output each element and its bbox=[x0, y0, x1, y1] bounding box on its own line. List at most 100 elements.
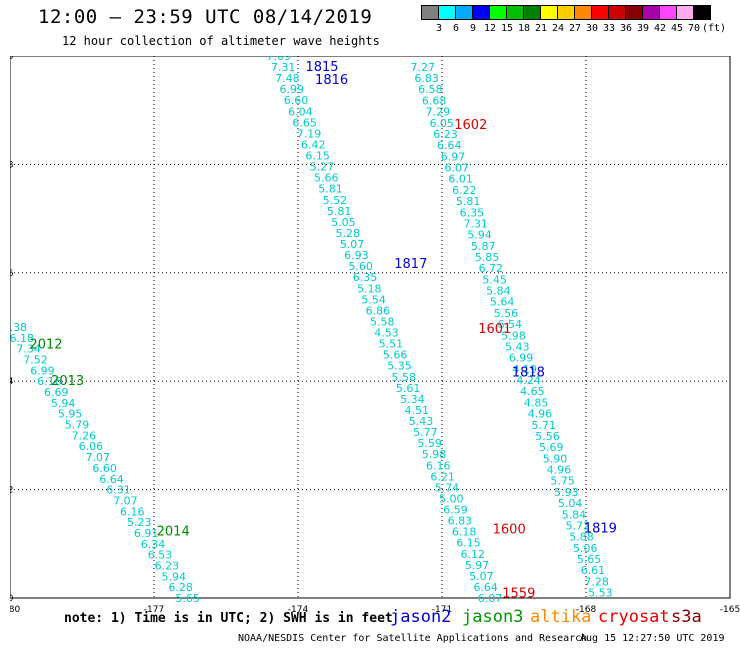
scale-label: 36 bbox=[619, 23, 633, 34]
lat-tick-label: 36 bbox=[10, 269, 14, 279]
wave-height-value: 5.75 bbox=[550, 475, 575, 488]
wave-height-value: 5.85 bbox=[475, 251, 500, 264]
wave-height-value: 6.28 bbox=[168, 581, 193, 594]
wave-height-value: 6.97 bbox=[441, 150, 466, 163]
wave-height-value: 6.18 bbox=[10, 332, 34, 345]
wave-height-value: 5.90 bbox=[543, 452, 568, 465]
wave-height-value: 5.94 bbox=[467, 229, 492, 242]
scale-label: 9 bbox=[469, 23, 477, 34]
scale-label: 3 bbox=[435, 23, 443, 34]
scale-swatch bbox=[591, 5, 609, 20]
scale-swatch bbox=[472, 5, 490, 20]
wave-height-value: 5.87 bbox=[471, 240, 496, 253]
wave-height-value: 5.04 bbox=[558, 497, 583, 510]
pass-time-label: 1817 bbox=[394, 257, 427, 272]
wave-height-map: -180 -177 -174 -171 -168 -165 30 32 34 36 38 40 7.09… bbox=[10, 56, 740, 615]
pass-time-label: 2014 bbox=[157, 524, 190, 539]
wave-height-value: 5.45 bbox=[482, 273, 507, 286]
wave-height-value: 6.61 bbox=[581, 564, 606, 577]
wave-height-value: 7.26 bbox=[72, 429, 97, 442]
pass-time-label: 1601 bbox=[478, 322, 511, 337]
scale-label: 18 bbox=[517, 23, 531, 34]
scale-swatch bbox=[421, 5, 439, 20]
wave-height-value: 5.58 bbox=[392, 371, 417, 384]
wave-height-value: 6.04 bbox=[288, 105, 313, 118]
wave-height-value: 6.01 bbox=[448, 173, 473, 186]
wave-height-value: 5.74 bbox=[435, 481, 460, 494]
scale-swatch bbox=[693, 5, 711, 20]
satellite-cryosat: cryosat bbox=[598, 607, 670, 627]
wave-height-value: 5.94 bbox=[51, 397, 76, 410]
wave-height-value: 4.65 bbox=[520, 385, 545, 398]
wave-height-value: 6.83 bbox=[414, 72, 439, 85]
wave-height-value: 6.72 bbox=[479, 262, 504, 275]
wave-height-value: 6.35 bbox=[460, 206, 485, 219]
scale-swatch bbox=[642, 5, 660, 20]
wave-height-value: 5.93 bbox=[554, 486, 579, 499]
wave-height-value: 5.56 bbox=[535, 430, 560, 443]
wave-height-value: 6.64 bbox=[99, 473, 124, 486]
wave-height-value: 5.81 bbox=[327, 205, 352, 218]
wave-height-value: 6.21 bbox=[430, 470, 455, 483]
scale-swatch bbox=[625, 5, 643, 20]
map-frame bbox=[10, 56, 731, 599]
wave-height-value: 6.35 bbox=[353, 271, 378, 284]
wave-height-value: 6.91 bbox=[134, 527, 159, 540]
wave-height-value: 5.05 bbox=[331, 216, 356, 229]
scale-swatch bbox=[676, 5, 694, 20]
scale-label: 45 bbox=[670, 23, 684, 34]
wave-height-value: 5.51 bbox=[379, 338, 404, 351]
chart-subtitle: 12 hour collection of altimeter wave hei… bbox=[62, 34, 380, 48]
scale-label: 15 bbox=[500, 23, 514, 34]
wave-height-value: 5.81 bbox=[318, 183, 343, 196]
wave-height-value: 5.35 bbox=[387, 360, 412, 373]
wave-height-value: 5.97 bbox=[465, 559, 490, 572]
wave-height-value: 5.98 bbox=[422, 448, 447, 461]
lon-tick-label: -165 bbox=[720, 605, 740, 615]
wave-height-value: 6.34 bbox=[141, 538, 166, 551]
wave-height-value: 6.99 bbox=[509, 352, 534, 365]
wave-height-value: 5.64 bbox=[490, 296, 515, 309]
wave-height-value: 4.51 bbox=[404, 404, 429, 417]
lon-tick-label: -168 bbox=[576, 605, 597, 615]
wave-height-value: 6.59 bbox=[443, 504, 468, 517]
scale-swatch bbox=[489, 5, 507, 20]
wave-height-value: 6.69 bbox=[44, 386, 69, 399]
lat-tick-label: 32 bbox=[10, 486, 13, 496]
wave-height-value: 5.71 bbox=[531, 419, 556, 432]
scale-swatch bbox=[523, 5, 541, 20]
wave-height-value: 6.05 bbox=[429, 117, 454, 130]
lon-tick-label: -171 bbox=[432, 605, 452, 615]
wave-height-value: 5.66 bbox=[314, 172, 339, 185]
scale-swatch bbox=[438, 5, 456, 20]
generation-timestamp: Aug 15 12:27:50 UTC 2019 bbox=[580, 633, 725, 644]
wave-height-value: 7.29 bbox=[426, 106, 451, 119]
scale-swatch bbox=[455, 5, 473, 20]
wave-height-value: 5.43 bbox=[505, 340, 530, 353]
wave-height-value: 4.19 bbox=[513, 363, 538, 376]
lat-tick-label: 38 bbox=[10, 160, 14, 170]
wave-height-value: 6.16 bbox=[37, 375, 62, 388]
wave-height-value: 5.79 bbox=[65, 419, 90, 432]
wave-height-value: 5.61 bbox=[396, 382, 421, 395]
scale-label: 39 bbox=[636, 23, 650, 34]
wave-height-value: 6.54 bbox=[497, 318, 522, 331]
scale-swatch bbox=[659, 5, 677, 20]
wave-height-value: 4.24 bbox=[516, 374, 541, 387]
scale-swatch bbox=[506, 5, 524, 20]
wave-height-value: 6.93 bbox=[344, 249, 369, 262]
wave-height-value: 5.54 bbox=[361, 293, 386, 306]
wave-height-value: 5.28 bbox=[336, 227, 361, 240]
scale-label: 70 bbox=[687, 23, 701, 34]
satellite-s3a: s3a bbox=[671, 607, 702, 627]
pass-time-label: 1559 bbox=[502, 587, 535, 602]
scale-label: 24 bbox=[551, 23, 565, 34]
wave-height-value: 5.88 bbox=[569, 531, 594, 544]
wave-height-value: 6.31 bbox=[106, 484, 131, 497]
wave-height-value: 6.06 bbox=[79, 440, 104, 453]
lat-tick-label: 34 bbox=[10, 377, 14, 387]
wave-height-value: 6.15 bbox=[456, 537, 481, 550]
wave-height-value: 7.34 bbox=[16, 343, 41, 356]
wave-height-value: 6.60 bbox=[92, 462, 117, 475]
wave-height-value: 6.16 bbox=[426, 459, 451, 472]
